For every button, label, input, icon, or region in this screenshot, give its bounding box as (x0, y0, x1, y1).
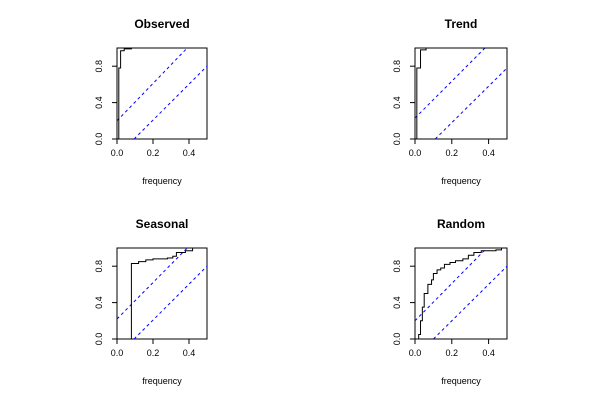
y-tick-label: 0.4 (392, 296, 402, 309)
x-tick-label: 0.2 (446, 148, 459, 158)
confidence-band-line (133, 265, 207, 339)
panel-1: Observed 0.0 0.2 0.4 0.0 0.4 0.8 frequency (94, 17, 208, 186)
cumulative-periodogram-line (415, 248, 507, 339)
cumulative-periodogram-line (415, 48, 507, 139)
x-tick-label: 0.4 (482, 148, 495, 158)
x-tick-label: 0.0 (111, 148, 124, 158)
x-tick-label: 0.2 (446, 348, 459, 358)
x-tick-label: 0.4 (183, 348, 196, 358)
cumulative-periodogram-line (117, 48, 207, 139)
confidence-band-line (433, 265, 507, 339)
confidence-band-line (117, 248, 188, 320)
y-tick-label: 0.4 (392, 96, 402, 109)
x-axis-label: frequency (142, 376, 182, 386)
x-tick-label: 0.2 (147, 148, 160, 158)
plot-frame (414, 247, 508, 340)
y-tick-label: 0.0 (94, 333, 104, 346)
y-tick-label: 0.4 (94, 296, 104, 309)
x-tick-label: 0.4 (183, 148, 196, 158)
confidence-band-line (117, 48, 188, 122)
panel-4: Random 0.0 0.2 0.4 0.0 0.4 0.8 frequency (392, 217, 508, 386)
x-axis-label: frequency (441, 376, 481, 386)
panel-title: Observed (134, 17, 189, 31)
plot-frame (414, 47, 508, 140)
confidence-band-line (415, 248, 488, 322)
y-tick-label: 0.0 (392, 333, 402, 346)
y-tick-label: 0.8 (94, 60, 104, 73)
x-axis-label: frequency (142, 176, 182, 186)
y-tick-label: 0.0 (392, 133, 402, 146)
cumulative-periodogram-line (117, 248, 207, 339)
panel-3: Seasonal 0.0 0.2 0.4 0.0 0.4 0.8 frequency (94, 217, 208, 386)
panel-title: Seasonal (136, 217, 189, 231)
x-tick-label: 0.0 (409, 148, 422, 158)
plot-frame (116, 247, 208, 340)
panel-title: Trend (445, 17, 478, 31)
y-tick-label: 0.4 (94, 96, 104, 109)
y-tick-label: 0.8 (392, 60, 402, 73)
panel-2: Trend 0.0 0.2 0.4 0.0 0.4 0.8 frequency (392, 17, 508, 186)
confidence-band-line (434, 67, 507, 139)
confidence-band-line (415, 48, 486, 119)
x-tick-label: 0.2 (147, 348, 160, 358)
y-tick-label: 0.8 (94, 260, 104, 273)
y-tick-label: 0.0 (94, 133, 104, 146)
panel-title: Random (437, 217, 485, 231)
confidence-band-line (133, 65, 207, 139)
x-axis-label: frequency (441, 176, 481, 186)
y-tick-label: 0.8 (392, 260, 402, 273)
x-tick-label: 0.4 (482, 348, 495, 358)
x-tick-label: 0.0 (409, 348, 422, 358)
plot-frame (116, 47, 208, 140)
x-tick-label: 0.0 (111, 348, 124, 358)
